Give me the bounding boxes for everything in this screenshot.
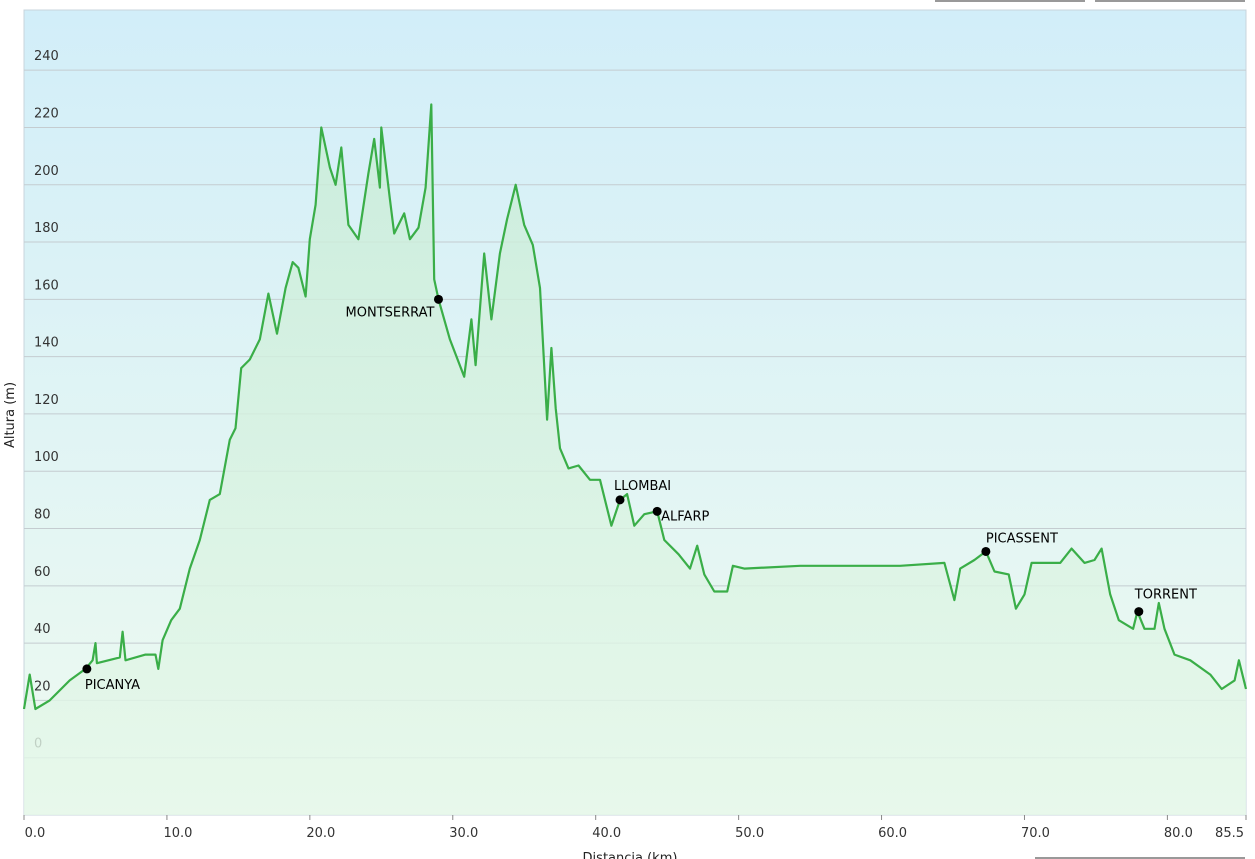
y-tick-label: 40 <box>34 622 51 637</box>
y-tick-label: 160 <box>34 278 59 293</box>
waypoint <box>652 506 662 516</box>
x-tick-label: 70.0 <box>1021 826 1050 841</box>
waypoint <box>433 294 443 304</box>
y-tick-label: 120 <box>34 393 59 408</box>
waypoint-label: ALFARP <box>661 509 709 524</box>
x-tick-label: 60.0 <box>878 826 907 841</box>
waypoint <box>981 546 991 556</box>
waypoint-label: LLOMBAI <box>614 479 671 494</box>
y-axis-label: Altura (m) <box>3 382 18 448</box>
elevation-line <box>22 103 1248 711</box>
y-tick-label: 100 <box>34 450 59 465</box>
y-tick-label: 180 <box>34 221 59 236</box>
x-tick-label: 50.0 <box>735 826 764 841</box>
waypoint <box>82 664 92 674</box>
waypoint-label: PICASSENT <box>986 531 1058 546</box>
y-tick-label: 140 <box>34 336 59 351</box>
x-tick-label: 30.0 <box>449 826 478 841</box>
x-tick-label: 40.0 <box>592 826 621 841</box>
waypoint-label: PICANYA <box>85 678 140 693</box>
y-tick-label: 60 <box>34 565 51 580</box>
y-tick-label: 20 <box>34 679 51 694</box>
waypoint <box>1134 607 1144 617</box>
waypoint <box>615 495 625 505</box>
x-tick-label: 0.0 <box>25 826 46 841</box>
y-tick-label: 80 <box>34 508 51 523</box>
x-tick-label: 80.0 <box>1164 826 1193 841</box>
y-tick-label: 240 <box>34 49 59 64</box>
waypoint-label: MONTSERRAT <box>346 305 435 320</box>
x-tick-label: 10.0 <box>163 826 192 841</box>
y-tick-label: 220 <box>34 106 59 121</box>
x-tick-label: 85.5 <box>1215 826 1244 841</box>
x-axis-label: Distancia (km) <box>583 851 678 859</box>
area-fill <box>24 104 1246 815</box>
waypoint-label: TORRENT <box>1134 588 1197 603</box>
x-tick-label: 20.0 <box>306 826 335 841</box>
y-tick-label: 200 <box>34 164 59 179</box>
